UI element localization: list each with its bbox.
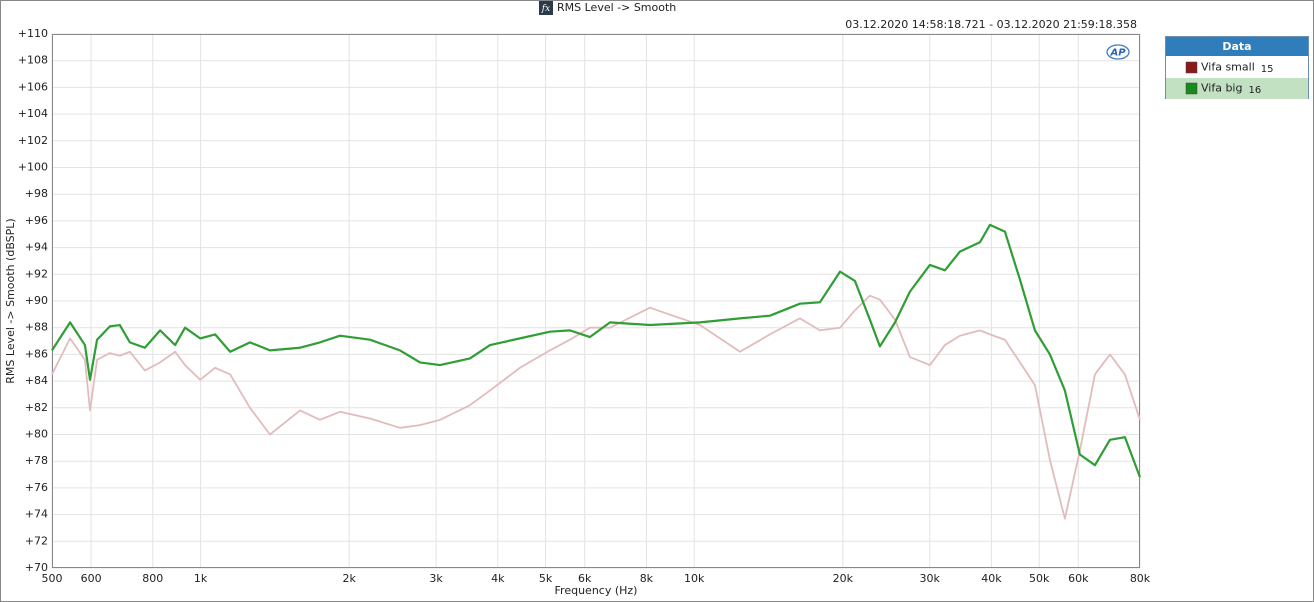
legend-id: 16 bbox=[1248, 85, 1261, 96]
title-icon-bg bbox=[539, 1, 553, 15]
x-tick-label: 5k bbox=[539, 572, 553, 585]
x-tick-label: 4k bbox=[491, 572, 505, 585]
legend-row-highlight bbox=[1166, 78, 1308, 99]
y-tick-label: +82 bbox=[25, 401, 48, 414]
legend-header bbox=[1166, 37, 1308, 56]
y-tick-label: +76 bbox=[25, 481, 48, 494]
y-tick-label: +80 bbox=[25, 428, 48, 441]
y-tick-label: +84 bbox=[25, 374, 48, 387]
x-tick-label: 6k bbox=[578, 572, 592, 585]
y-tick-label: +106 bbox=[18, 80, 48, 93]
y-tick-label: +88 bbox=[25, 321, 48, 334]
x-tick-label: 60k bbox=[1068, 572, 1089, 585]
y-tick-label: +110 bbox=[18, 27, 48, 40]
series-layer bbox=[51, 223, 1142, 520]
x-tick-label: 8k bbox=[640, 572, 654, 585]
grid bbox=[51, 33, 1141, 569]
y-tick-label: +70 bbox=[25, 561, 48, 574]
y-tick-label: +92 bbox=[25, 267, 48, 280]
y-tick-label: +104 bbox=[18, 107, 48, 120]
x-tick-label: 20k bbox=[833, 572, 854, 585]
x-axis-label: Frequency (Hz) bbox=[555, 584, 638, 597]
legend-label[interactable]: Vifa small bbox=[1201, 61, 1255, 74]
y-tick-label: +74 bbox=[25, 508, 48, 521]
y-tick-label: +96 bbox=[25, 214, 48, 227]
legend: Data Vifa small 15 Vifa big 16 bbox=[1165, 36, 1309, 99]
x-tick-label: 3k bbox=[429, 572, 443, 585]
plot-border bbox=[52, 34, 1140, 568]
title-icon: fx bbox=[541, 4, 550, 14]
x-tick-label: 1k bbox=[194, 572, 208, 585]
y-tick-label: +78 bbox=[25, 454, 48, 467]
logo: AP bbox=[1109, 48, 1126, 59]
x-tick-label: 2k bbox=[343, 572, 357, 585]
chart-subtitle: 03.12.2020 14:58:18.721 - 03.12.2020 21:… bbox=[845, 18, 1137, 31]
legend-swatch bbox=[1185, 82, 1198, 95]
legend-swatch bbox=[1185, 61, 1198, 74]
y-axis-label: RMS Level -> Smooth (dBSPL) bbox=[4, 218, 17, 383]
y-tick-label: +72 bbox=[25, 534, 48, 547]
y-tick-label: +108 bbox=[18, 54, 48, 67]
y-tick-label: +100 bbox=[18, 161, 48, 174]
legend-label[interactable]: Vifa big bbox=[1201, 82, 1242, 95]
y-tick-label: +98 bbox=[25, 187, 48, 200]
x-tick-label: 10k bbox=[684, 572, 705, 585]
x-tick-label: 500 bbox=[42, 572, 63, 585]
x-tick-label: 600 bbox=[81, 572, 102, 585]
x-tick-label: 50k bbox=[1029, 572, 1050, 585]
legend-title: Data bbox=[1222, 40, 1251, 53]
x-tick-label: 40k bbox=[981, 572, 1002, 585]
y-tick-label: +94 bbox=[25, 241, 48, 254]
y-tick-label: +86 bbox=[25, 347, 48, 360]
logo-ring bbox=[1106, 44, 1130, 60]
legend-id: 15 bbox=[1261, 64, 1274, 75]
chart-title: RMS Level -> Smooth bbox=[557, 1, 676, 14]
y-tick-label: +102 bbox=[18, 134, 48, 147]
x-tick-label: 30k bbox=[920, 572, 941, 585]
series-line bbox=[51, 223, 1142, 478]
x-tick-label: 80k bbox=[1130, 572, 1151, 585]
labels: fx RMS Level -> Smooth 03.12.2020 14:58:… bbox=[4, 1, 1151, 597]
y-tick-label: +90 bbox=[25, 294, 48, 307]
x-tick-label: 800 bbox=[142, 572, 163, 585]
